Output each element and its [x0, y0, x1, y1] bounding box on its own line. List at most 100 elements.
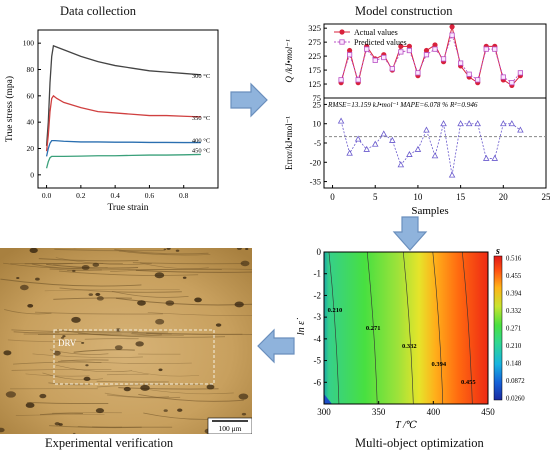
micro-streak [4, 309, 52, 315]
drv-label: DRV [58, 338, 77, 348]
error-point [448, 171, 456, 178]
micro-streak [131, 332, 243, 336]
predicted-point [355, 77, 361, 83]
micro-particle [39, 393, 47, 399]
series-label: 450 °C [192, 147, 210, 154]
x-tick-label: 25 [542, 192, 550, 202]
actual-point [347, 47, 353, 54]
micro-streak [58, 359, 109, 363]
micro-particle [114, 345, 123, 351]
y-tick-label: 0 [30, 170, 34, 179]
micro-streak [130, 333, 184, 336]
arrow-down-icon [392, 216, 428, 251]
x-tick-label: 350 [372, 407, 386, 417]
actual-point [423, 47, 430, 54]
x-tick-label: 0.8 [179, 191, 189, 200]
predicted-point [423, 52, 430, 58]
contour-line [402, 251, 414, 405]
micro-particle [62, 335, 66, 338]
x-tick-label: 0.2 [76, 191, 86, 200]
micro-streak [110, 268, 252, 273]
error-point [431, 152, 439, 159]
x-tick-label: 0.0 [42, 191, 52, 200]
predicted-point [500, 74, 506, 80]
predicted-point [338, 77, 344, 83]
error-point [406, 150, 413, 157]
micro-streak [35, 311, 163, 315]
y-tick-label: 20 [27, 144, 35, 153]
x-tick-label: 20 [499, 192, 509, 202]
error-y-tick-label: 25 [313, 99, 322, 109]
error-point [380, 130, 388, 137]
x-tick-label: 5 [373, 192, 378, 202]
title-multi-object-optimization: Multi-object optimization [355, 436, 484, 450]
micro-particle [165, 300, 175, 306]
plot-frame [37, 29, 219, 189]
y-tick-label: 40 [27, 118, 35, 127]
micro-streak [44, 288, 180, 292]
x-tick-label: 300 [317, 407, 331, 417]
micro-particle [20, 284, 29, 291]
y-tick-label: 80 [27, 65, 35, 74]
micro-particle [135, 341, 144, 347]
y-tick-label: 0 [317, 247, 322, 257]
micro-particle [95, 408, 105, 414]
actual-point [398, 43, 404, 49]
scale-bar-box [207, 417, 252, 434]
q-y-tick-label: 275 [308, 37, 321, 47]
micro-streak [106, 373, 149, 376]
micro-streak [38, 258, 139, 262]
micro-streak [42, 372, 103, 381]
colorbar [493, 255, 503, 401]
metrics-annotation: RMSE=13.159 kJ•mol⁻¹ MAPE=6.078 % R²=0.9… [327, 101, 478, 109]
y-tick-label: -1 [314, 269, 322, 279]
micro-particle [166, 248, 171, 250]
predicted-point [475, 77, 481, 83]
micro-particle [163, 409, 168, 412]
predicted-point [458, 60, 464, 66]
error-point [346, 149, 353, 156]
y-tick-label: -3 [314, 312, 322, 322]
micro-streak [96, 380, 169, 383]
micro-streak [32, 353, 143, 358]
error-point [337, 117, 345, 124]
micro-particle [182, 276, 187, 279]
micro-streak [46, 263, 139, 269]
q-y-axis-label: Q /kJ•mol⁻¹ [284, 39, 294, 83]
y-axis-label: ln ε̇ [296, 318, 307, 335]
series-line-400 [45, 139, 201, 157]
micro-particle [35, 277, 40, 281]
y-tick-label: -6 [314, 377, 322, 387]
error-line [340, 121, 521, 176]
predicted-point [406, 47, 412, 54]
predicted-point [347, 52, 353, 58]
y-tick-label: 100 [23, 39, 35, 48]
micro-streak [135, 269, 252, 273]
micro-streak [118, 250, 211, 256]
predicted-point [509, 80, 515, 86]
micro-particle [175, 249, 180, 252]
micro-streak [49, 349, 109, 355]
scale-bar-label: 100 μm [219, 424, 242, 433]
predicted-point [364, 46, 370, 52]
micro-streak [25, 373, 90, 377]
colorbar-tick-label: 0.210 [506, 343, 522, 350]
error-point [517, 126, 524, 133]
colorbar-tick-label: 0.455 [506, 273, 522, 280]
error-point [397, 161, 405, 168]
micro-particle [72, 269, 76, 273]
error-point [440, 120, 447, 127]
micro-streak [59, 287, 182, 293]
y-tick-label: -2 [314, 290, 322, 300]
map-low-region [324, 394, 332, 404]
colorbar-tick-label: 0.394 [506, 291, 522, 298]
micro-streak [39, 412, 83, 416]
micro-streak [15, 414, 105, 416]
colorbar-tick-label: 0.0260 [506, 396, 525, 403]
x-tick-label: 0.4 [110, 191, 120, 200]
micro-particle [96, 296, 104, 301]
micro-particle [155, 318, 165, 325]
x-tick-label: 10 [413, 192, 423, 202]
title-experimental-verification: Experimental verification [45, 436, 174, 450]
error-point [371, 140, 379, 147]
